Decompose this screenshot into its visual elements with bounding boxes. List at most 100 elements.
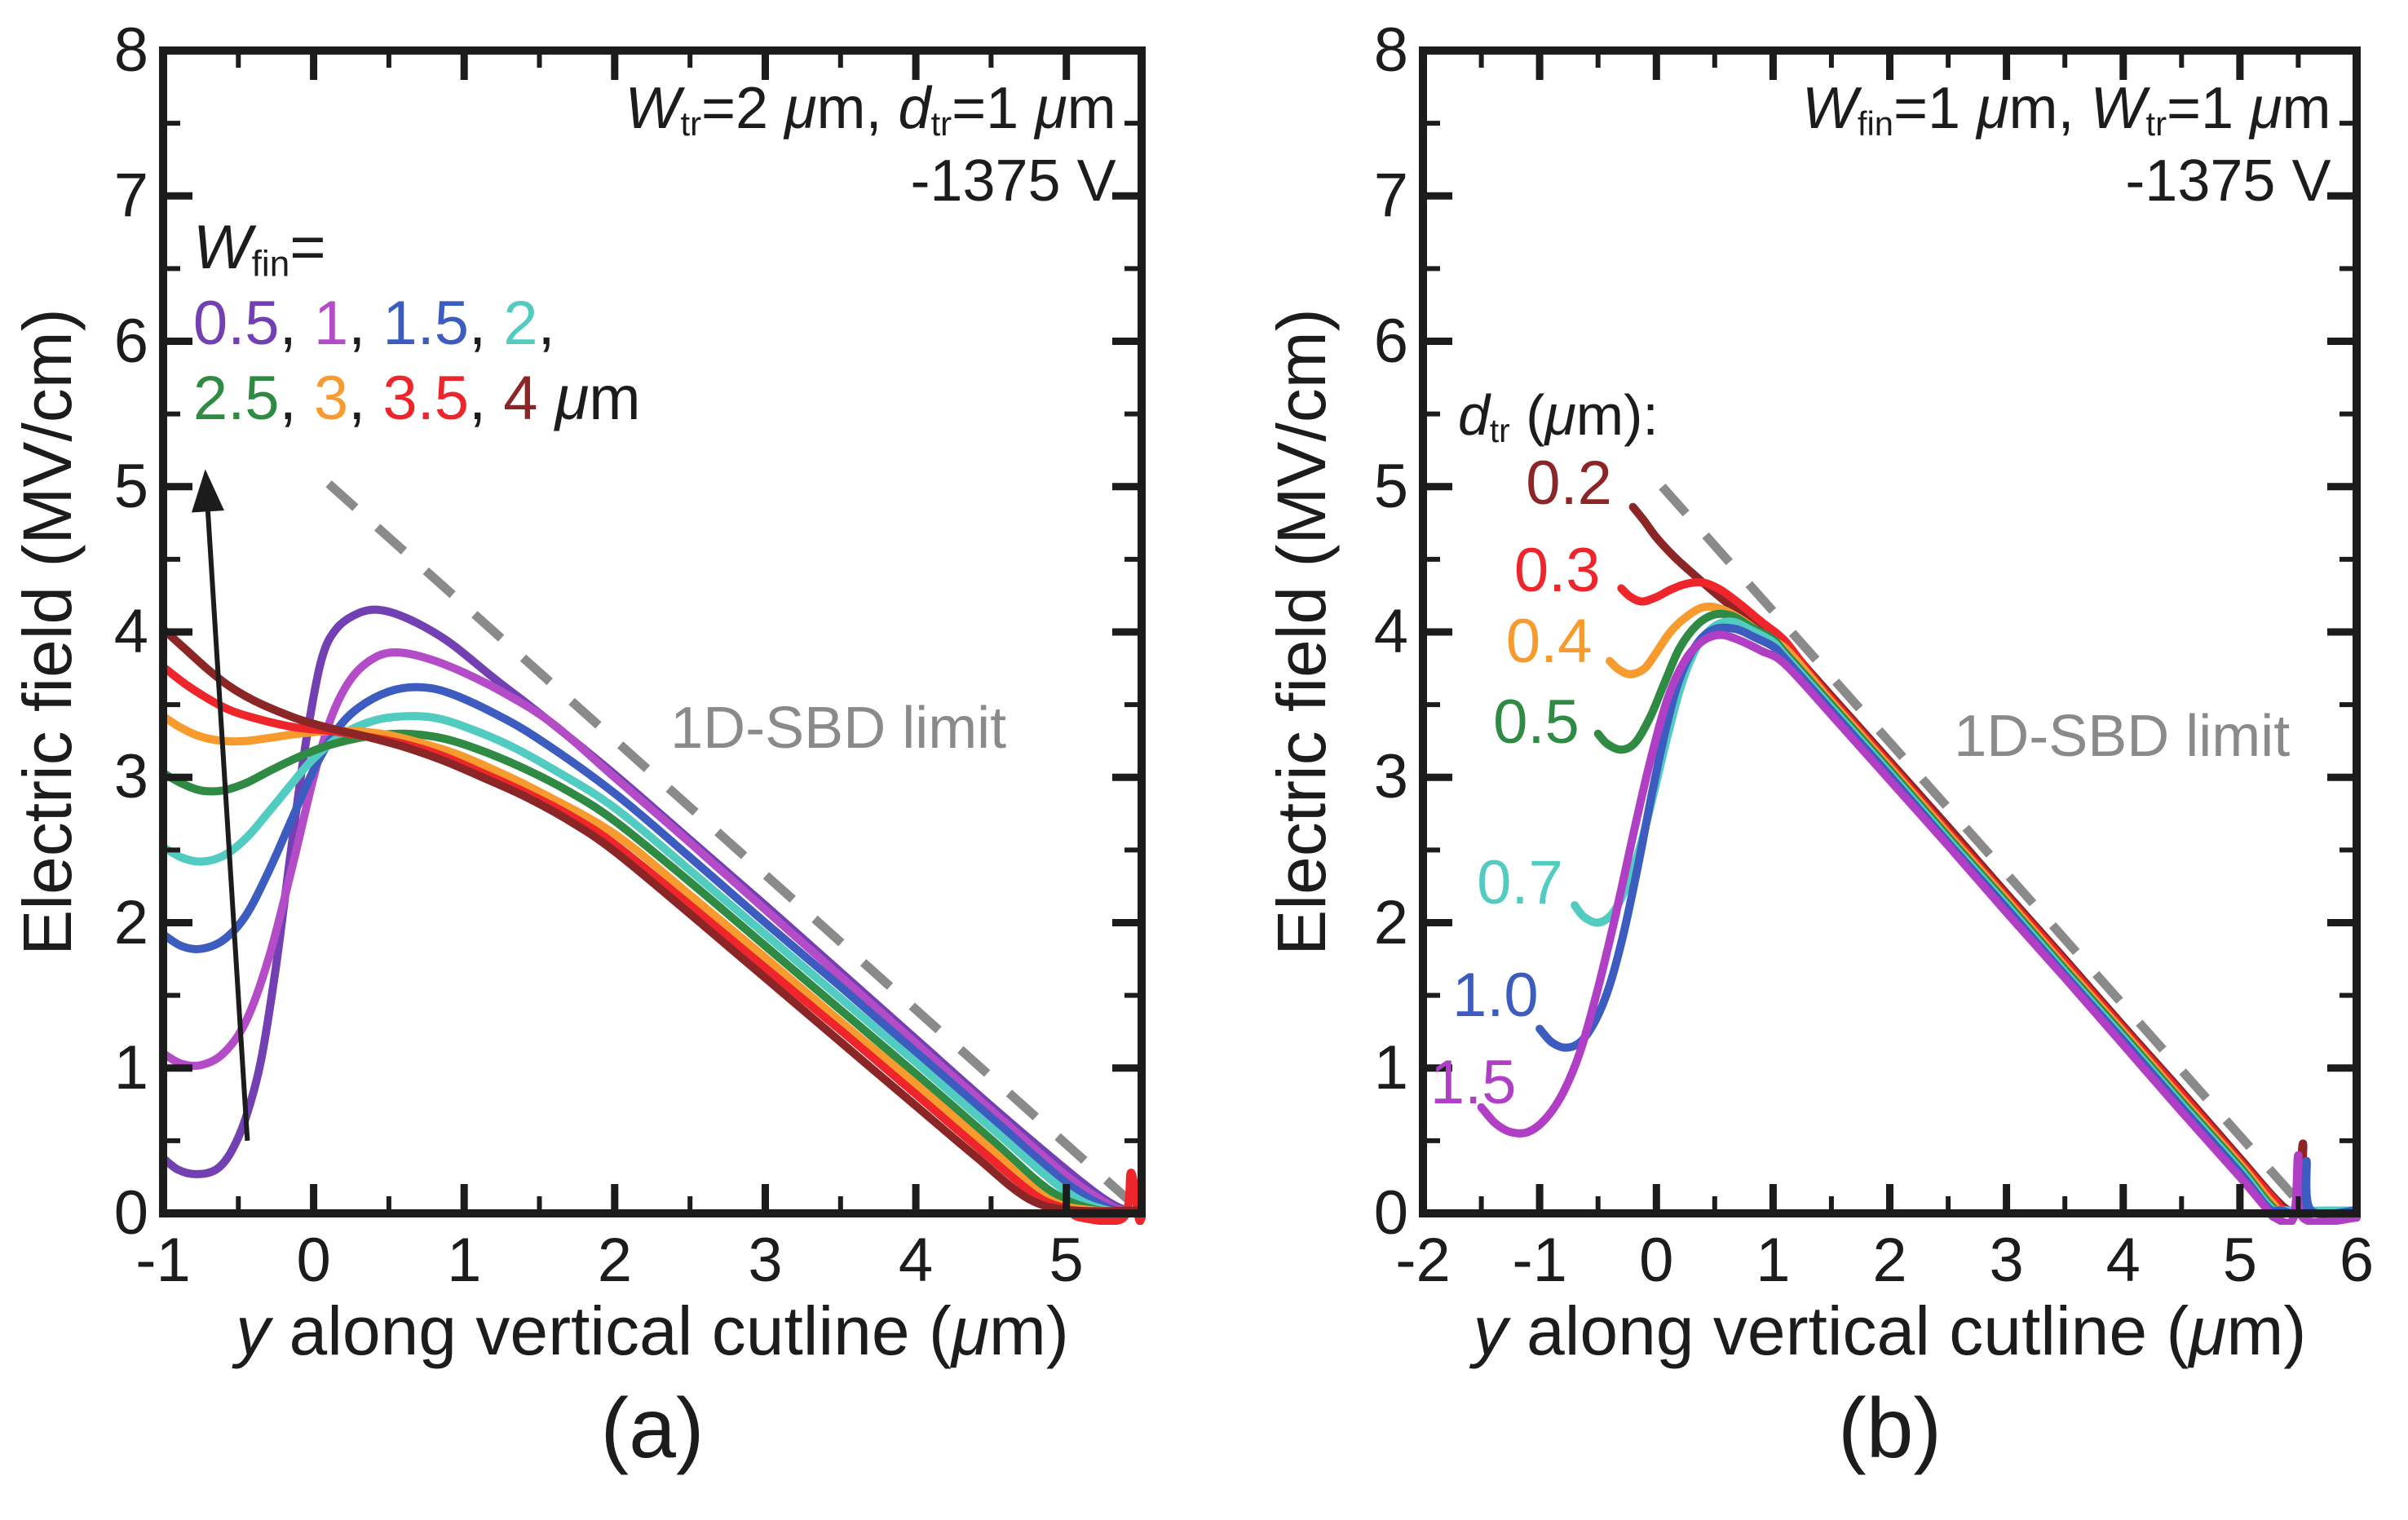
text-segment: W: [1801, 76, 1858, 142]
legend-row-1: 0.5, 1, 1.5, 2,: [193, 286, 641, 361]
annotation-text: Wtr=2 μm, dtr=1 μm: [625, 76, 1116, 144]
text-segment: =1: [2166, 76, 2251, 142]
major-ticks-a: [159, 46, 1142, 1217]
x-axis-label-b: y along vertical cutline (μm): [1474, 1297, 2307, 1365]
text-segment: =2: [701, 76, 785, 142]
x-tick-label-b--2: -2: [1395, 1226, 1451, 1295]
series-line-0.2: [1628, 502, 2361, 1219]
annotation-conditions-b-line1: Wfin=1 μm, Wtr=1 μm: [1802, 72, 2331, 145]
panel-label-b: (b): [1837, 1381, 1942, 1476]
text-segment: along vertical cutline (: [1507, 1292, 2189, 1369]
legend-separator: ,: [468, 364, 504, 434]
sbd-limit-line-a: [325, 480, 1142, 1213]
legend-title-text: Wfin=: [192, 213, 326, 285]
x-axis-label-a: y along vertical cutline (μm): [236, 1297, 1069, 1365]
text-segment: along vertical cutline (: [270, 1292, 952, 1369]
curves-b: [1477, 484, 2361, 1225]
text-segment: W: [192, 213, 252, 283]
legend-separator: ,: [468, 289, 504, 359]
text-segment: μ: [1544, 382, 1576, 447]
text-segment: tr: [2145, 104, 2167, 144]
legend-item-0.2: 0.2: [1526, 448, 1612, 519]
y-tick-label-b-4: 4: [1373, 597, 1408, 666]
x-tick-label-a--1: -1: [135, 1226, 191, 1295]
legend-separator: ,: [279, 289, 314, 359]
text-segment: μ: [1977, 76, 2009, 142]
y-tick-label-b-0: 0: [1373, 1178, 1408, 1248]
legend-item-3: 3: [313, 364, 349, 434]
annotation-conditions-a-line1: Wtr=2 μm, dtr=1 μm: [625, 72, 1116, 145]
y-tick-label-a-6: 6: [113, 306, 148, 376]
text-segment: tr: [930, 104, 952, 144]
y-tick-label-a-0: 0: [113, 1178, 148, 1248]
sbd-limit-line-b: [1659, 484, 2300, 1202]
text-segment: Electric field (MV/cm): [9, 308, 86, 956]
text-segment: μ: [2189, 1292, 2227, 1369]
text-segment: m: [589, 364, 641, 434]
y-tick-label-a-3: 3: [113, 742, 148, 812]
text-segment: m: [1067, 76, 1116, 142]
series-line-1.5: [1477, 630, 2361, 1225]
text-segment: m):: [1575, 382, 1659, 447]
y-axis-label-a: Electric field (MV/cm): [9, 308, 86, 955]
series-line-2: [159, 712, 1146, 1217]
y-axis-label-b: Electric field (MV/cm): [1263, 308, 1340, 955]
increasing-wfin-arrow-head: [191, 469, 224, 513]
x-tick-label-a-0: 0: [296, 1226, 331, 1295]
text-segment: W: [2090, 76, 2146, 142]
legend-item-0.5: 0.5: [1493, 687, 1580, 757]
minor-ticks-b: [1423, 51, 2357, 1213]
text-segment: m): [2226, 1292, 2307, 1369]
panel-label-a: (a): [600, 1381, 705, 1476]
text-segment: =: [289, 213, 326, 283]
y-tick-label-b-3: 3: [1373, 742, 1408, 812]
text-segment: μ: [951, 1292, 989, 1369]
y-tick-label-a-5: 5: [113, 451, 148, 521]
text-segment: μ: [784, 76, 817, 142]
series-line-1: [159, 648, 1146, 1215]
text-segment: m): [988, 1292, 1069, 1369]
panel-b: [1419, 46, 2361, 1225]
legend-item-4: 4: [503, 364, 538, 434]
x-tick-label-b-2: 2: [1872, 1226, 1907, 1295]
increasing-wfin-arrow-shaft: [205, 506, 250, 1142]
x-tick-label-a-5: 5: [1049, 1226, 1084, 1295]
y-tick-label-b-5: 5: [1373, 451, 1408, 521]
legend-units: μm: [538, 364, 641, 433]
text-segment: (: [1509, 382, 1545, 447]
text-segment: μ: [2250, 76, 2282, 142]
text-segment: m,: [2008, 76, 2091, 142]
text-segment: [538, 364, 555, 433]
y-tick-label-b-1: 1: [1373, 1032, 1408, 1102]
annotation-bias-b: -1375 V: [2125, 144, 2331, 218]
text-segment: -1375 V: [910, 148, 1116, 214]
text-segment: μ: [1035, 76, 1067, 142]
y-tick-label-b-8: 8: [1373, 15, 1408, 85]
text-segment: tr: [1489, 411, 1510, 449]
text-segment: =1: [952, 76, 1036, 142]
text-segment: W: [625, 76, 681, 142]
legend-item-2: 2: [503, 289, 538, 359]
y-axis-label-text-a: Electric field (MV/cm): [9, 308, 86, 955]
x-tick-label-b-4: 4: [2105, 1226, 2141, 1295]
legend-item-0.4: 0.4: [1505, 607, 1593, 677]
y-axis-label-text-b: Electric field (MV/cm): [1263, 308, 1340, 955]
legend-item-2.5: 2.5: [192, 364, 280, 434]
y-tick-label-b-2: 2: [1373, 887, 1408, 957]
series-line-2.5: [159, 729, 1146, 1217]
legend-separator: ,: [537, 289, 555, 359]
legend-item-1.5: 1.5: [382, 289, 469, 359]
legend-separator: ,: [348, 289, 383, 359]
legend-title-b: dtr (μm):: [1458, 387, 1659, 448]
y-tick-label-b-7: 7: [1373, 161, 1408, 231]
text-segment: d: [898, 76, 931, 142]
legend-item-0.5: 0.5: [192, 289, 280, 359]
text-segment: =1: [1893, 76, 1977, 142]
text-segment: y: [1473, 1292, 1508, 1369]
minor-ticks-a: [163, 51, 1144, 1213]
legend-panel-a: Wfin= 0.5, 1, 1.5, 2, 2.5, 3, 3.5, 4 μm: [193, 210, 641, 436]
legend-item-1.5: 1.5: [1429, 1047, 1517, 1117]
legend-row-2: 2.5, 3, 3.5, 4 μm: [193, 361, 641, 436]
legend-title-a: Wfin=: [193, 210, 641, 286]
